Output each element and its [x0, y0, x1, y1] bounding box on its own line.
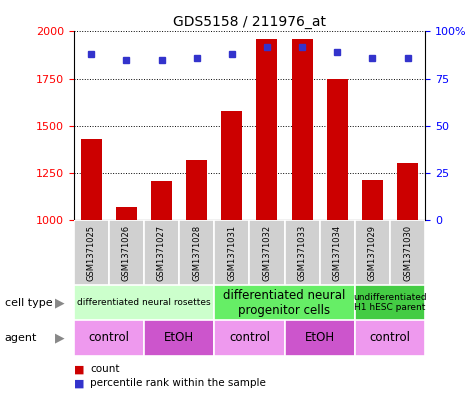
Text: control: control [229, 331, 270, 345]
Text: GSM1371032: GSM1371032 [263, 224, 271, 281]
Text: GSM1371026: GSM1371026 [122, 224, 131, 281]
Text: count: count [90, 364, 120, 375]
Text: ■: ■ [74, 364, 84, 375]
Text: ▶: ▶ [55, 296, 64, 309]
Bar [355, 320, 425, 356]
Bar [74, 220, 109, 285]
Bar [249, 220, 285, 285]
Bar [397, 163, 418, 220]
Bar [151, 182, 172, 220]
Text: control: control [88, 331, 129, 345]
Text: EtOH: EtOH [164, 331, 194, 345]
Text: EtOH: EtOH [304, 331, 335, 345]
Text: undifferentiated
H1 hESC parent: undifferentiated H1 hESC parent [353, 293, 427, 312]
Bar [116, 207, 137, 220]
Title: GDS5158 / 211976_at: GDS5158 / 211976_at [173, 15, 326, 29]
Text: GSM1371025: GSM1371025 [87, 224, 95, 281]
Bar [144, 320, 214, 356]
Bar [355, 285, 425, 320]
Bar [390, 220, 425, 285]
Bar [214, 320, 285, 356]
Text: GSM1371030: GSM1371030 [403, 224, 412, 281]
Text: GSM1371033: GSM1371033 [298, 224, 306, 281]
Text: percentile rank within the sample: percentile rank within the sample [90, 378, 266, 388]
Bar [74, 285, 214, 320]
Text: differentiated neural
progenitor cells: differentiated neural progenitor cells [223, 288, 346, 317]
Text: ■: ■ [74, 378, 84, 388]
Bar [81, 139, 102, 220]
Text: GSM1371027: GSM1371027 [157, 224, 166, 281]
Bar [256, 39, 277, 220]
Bar [221, 111, 242, 220]
Bar [285, 320, 355, 356]
Text: ▶: ▶ [55, 331, 64, 345]
Text: differentiated neural rosettes: differentiated neural rosettes [77, 298, 211, 307]
Bar [74, 320, 144, 356]
Bar [186, 160, 207, 220]
Text: agent: agent [5, 333, 37, 343]
Bar [292, 39, 313, 220]
Text: GSM1371028: GSM1371028 [192, 224, 201, 281]
Bar [355, 220, 390, 285]
Text: cell type: cell type [5, 298, 52, 308]
Bar [144, 220, 179, 285]
Text: control: control [370, 331, 410, 345]
Bar [109, 220, 144, 285]
Bar [285, 220, 320, 285]
Bar [320, 220, 355, 285]
Bar [327, 79, 348, 220]
Text: GSM1371029: GSM1371029 [368, 224, 377, 281]
Bar [214, 220, 249, 285]
Bar [179, 220, 214, 285]
Text: GSM1371031: GSM1371031 [228, 224, 236, 281]
Bar [362, 180, 383, 220]
Bar [214, 285, 355, 320]
Text: GSM1371034: GSM1371034 [333, 224, 342, 281]
